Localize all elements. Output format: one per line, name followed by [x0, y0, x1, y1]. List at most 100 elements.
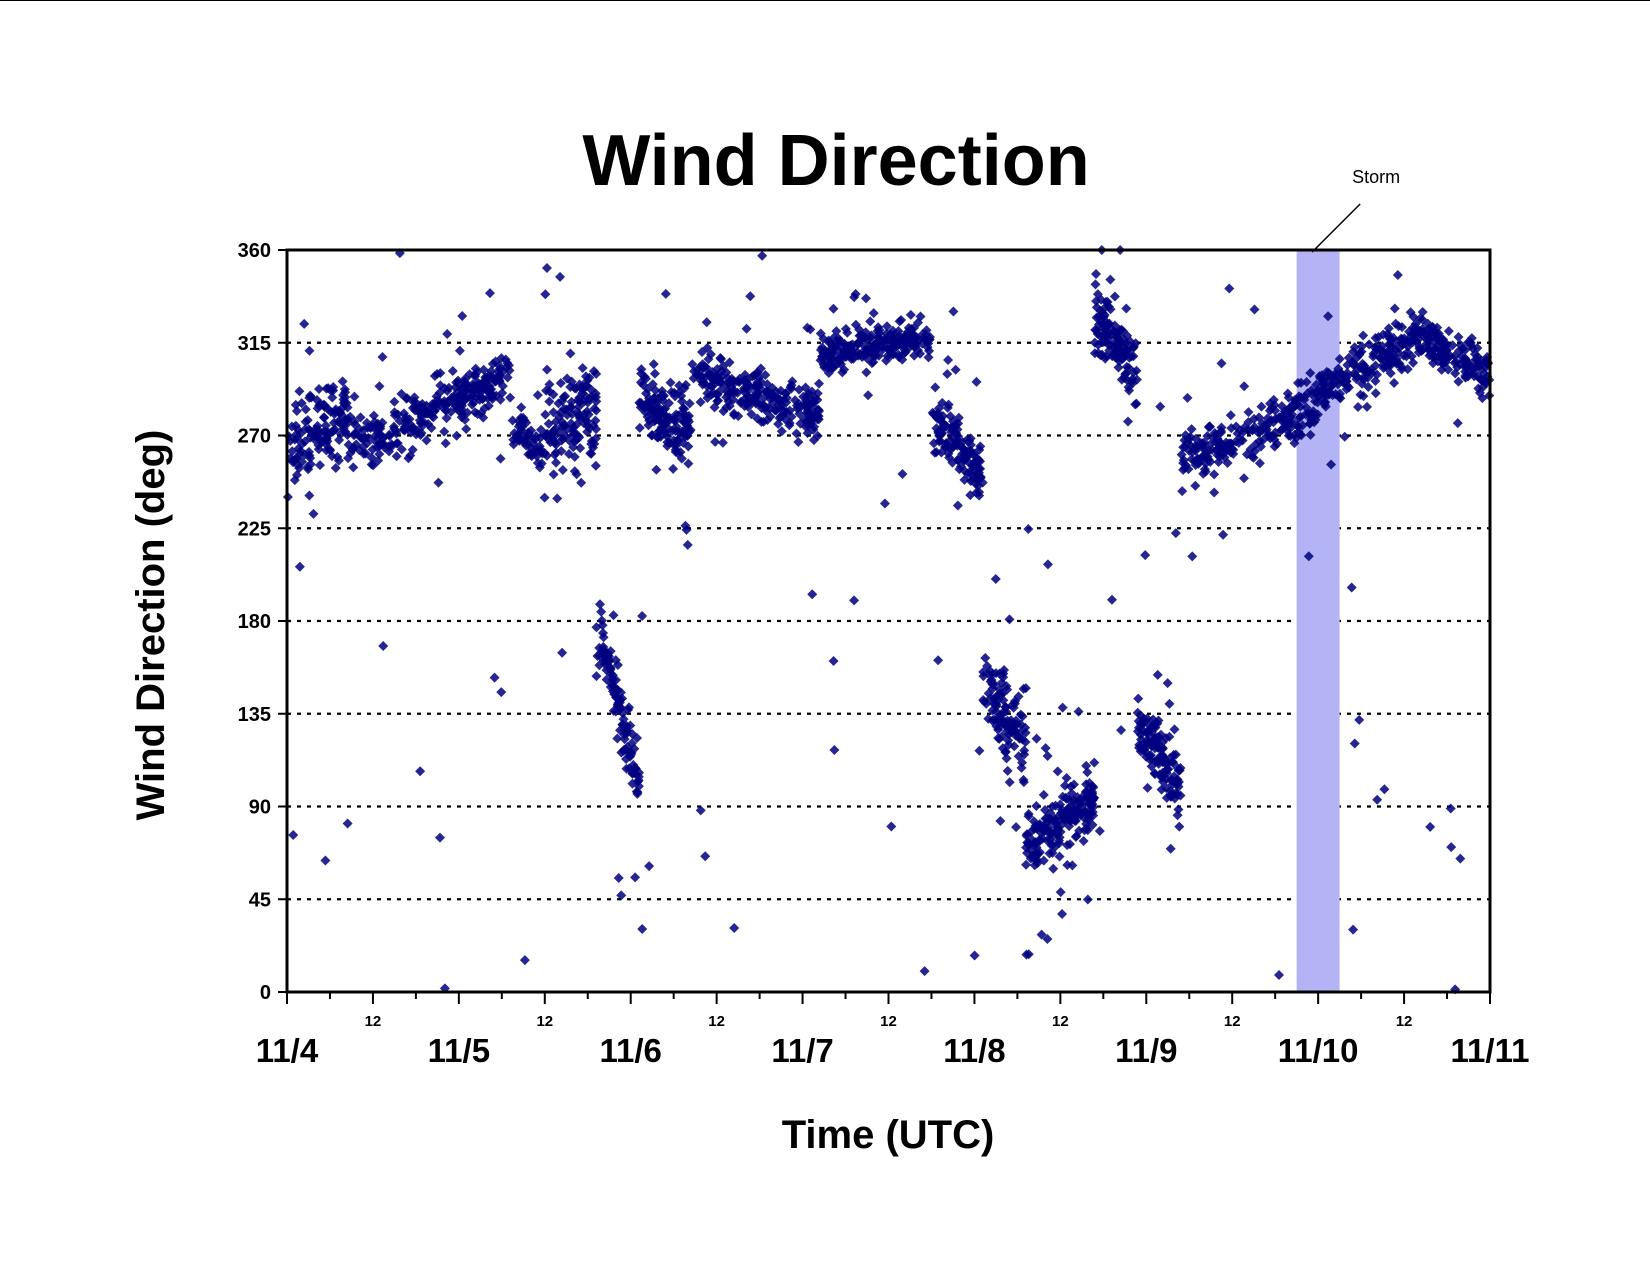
data-point [1205, 456, 1216, 467]
data-point [1131, 374, 1142, 385]
data-point [556, 446, 567, 457]
data-point [1148, 736, 1159, 747]
data-point [1023, 524, 1034, 535]
data-point [1454, 359, 1465, 370]
data-point [408, 396, 419, 407]
data-point [1292, 378, 1303, 389]
data-point [755, 363, 766, 374]
data-point [314, 383, 325, 394]
data-point [996, 689, 1007, 700]
data-point [405, 450, 416, 461]
data-point [373, 455, 384, 466]
data-point [1305, 367, 1316, 378]
data-point [896, 315, 907, 326]
data-point [1067, 860, 1078, 871]
data-point [660, 418, 671, 429]
data-point [742, 390, 753, 401]
data-point [622, 725, 633, 736]
data-point [454, 345, 465, 356]
data-point [800, 421, 811, 432]
data-point [1250, 446, 1261, 457]
data-point [1316, 370, 1327, 381]
data-point [850, 288, 861, 299]
data-point [1310, 414, 1321, 425]
data-point [995, 815, 1006, 826]
data-point [507, 415, 518, 426]
data-point [865, 333, 876, 344]
data-point [1169, 724, 1180, 735]
data-point [544, 396, 555, 407]
data-point [291, 470, 302, 481]
data-point [1080, 807, 1091, 818]
data-point [881, 355, 892, 366]
data-point [778, 410, 789, 421]
data-point [303, 446, 314, 457]
data-point [1081, 760, 1092, 771]
data-point [1397, 322, 1408, 333]
data-point [1334, 353, 1345, 364]
data-point [1004, 614, 1015, 625]
data-point [588, 366, 599, 377]
data-point [942, 402, 953, 413]
y-tick-label: 270 [238, 426, 271, 448]
data-point [989, 693, 1000, 704]
data-point [1326, 459, 1337, 470]
data-point [304, 345, 315, 356]
data-point [932, 413, 943, 424]
data-point [375, 421, 386, 432]
data-point [650, 415, 661, 426]
data-point [294, 561, 305, 572]
data-point [637, 611, 648, 622]
data-point [1031, 733, 1042, 744]
data-point [913, 317, 924, 328]
data-point [1417, 314, 1428, 325]
data-point [1001, 681, 1012, 692]
data-point [982, 661, 993, 672]
data-point [683, 458, 694, 469]
data-point [1198, 468, 1209, 479]
data-point [1048, 863, 1059, 874]
data-point [1377, 346, 1388, 357]
data-point [953, 412, 964, 423]
data-point [1087, 781, 1098, 792]
data-point [1358, 391, 1369, 402]
data-point [651, 464, 662, 475]
data-point [542, 364, 553, 375]
data-point [765, 411, 776, 422]
x-noon-label: 12 [1396, 1013, 1413, 1030]
data-point [594, 642, 605, 653]
y-tick-label: 360 [238, 240, 271, 262]
data-point [431, 403, 442, 414]
data-point [1165, 753, 1176, 764]
data-point [539, 492, 550, 503]
data-point [699, 361, 710, 372]
data-point [313, 440, 324, 451]
data-point [1111, 331, 1122, 342]
data-point [548, 469, 559, 480]
data-point [1299, 391, 1310, 402]
data-point [795, 401, 806, 412]
data-point [1339, 431, 1350, 442]
data-point [1109, 291, 1120, 302]
data-point [1475, 364, 1486, 375]
data-point [548, 407, 559, 418]
data-point [1097, 307, 1108, 318]
chart-title: Wind Direction [582, 121, 1089, 201]
data-point [647, 379, 658, 390]
data-point [1329, 368, 1340, 379]
data-point [849, 595, 860, 606]
data-point [1358, 360, 1369, 371]
data-point [342, 818, 353, 829]
data-point [1433, 328, 1444, 339]
data-point [1354, 714, 1365, 725]
data-point [893, 326, 904, 337]
data-point [678, 416, 689, 427]
data-point [981, 698, 992, 709]
data-point [1023, 808, 1034, 819]
data-point [969, 950, 980, 961]
data-point [611, 692, 622, 703]
data-point [687, 359, 698, 370]
data-point [757, 250, 768, 261]
data-point [1073, 706, 1084, 717]
data-point [1058, 812, 1069, 823]
